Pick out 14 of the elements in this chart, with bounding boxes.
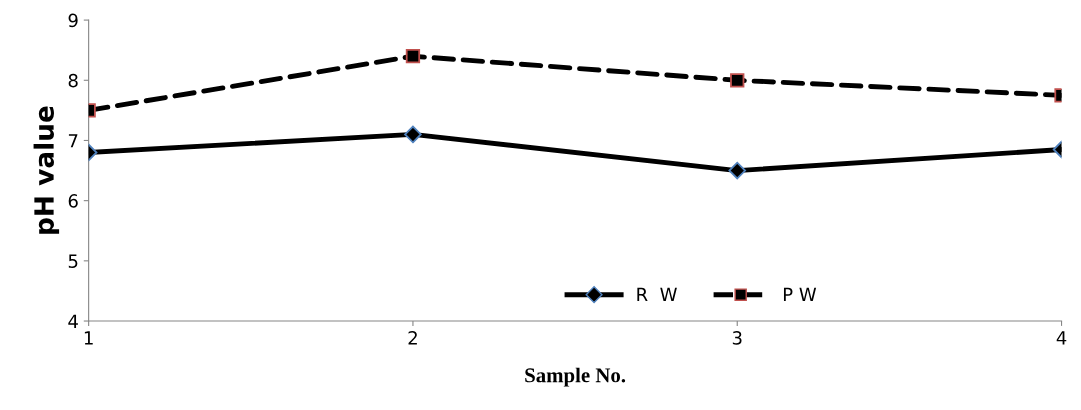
y-tick-label: 4 <box>68 314 78 328</box>
y-tick-label: 9 <box>68 13 78 28</box>
y-tick-label: 7 <box>68 134 78 148</box>
y-tick-label: 6 <box>68 194 78 208</box>
y-tick-label: 8 <box>68 73 78 88</box>
y-tick-label: 5 <box>68 254 78 268</box>
x-tick-label: 3 <box>732 331 742 345</box>
y-axis-title: pH value <box>33 106 60 234</box>
x-tick-label: 4 <box>1056 331 1067 345</box>
x-tick-label: 2 <box>408 331 417 345</box>
legend-label: P W <box>783 287 817 302</box>
x-axis-title: Sample No. <box>525 367 626 387</box>
legend-label: R W <box>637 287 677 302</box>
x-tick-label: 1 <box>84 331 93 345</box>
